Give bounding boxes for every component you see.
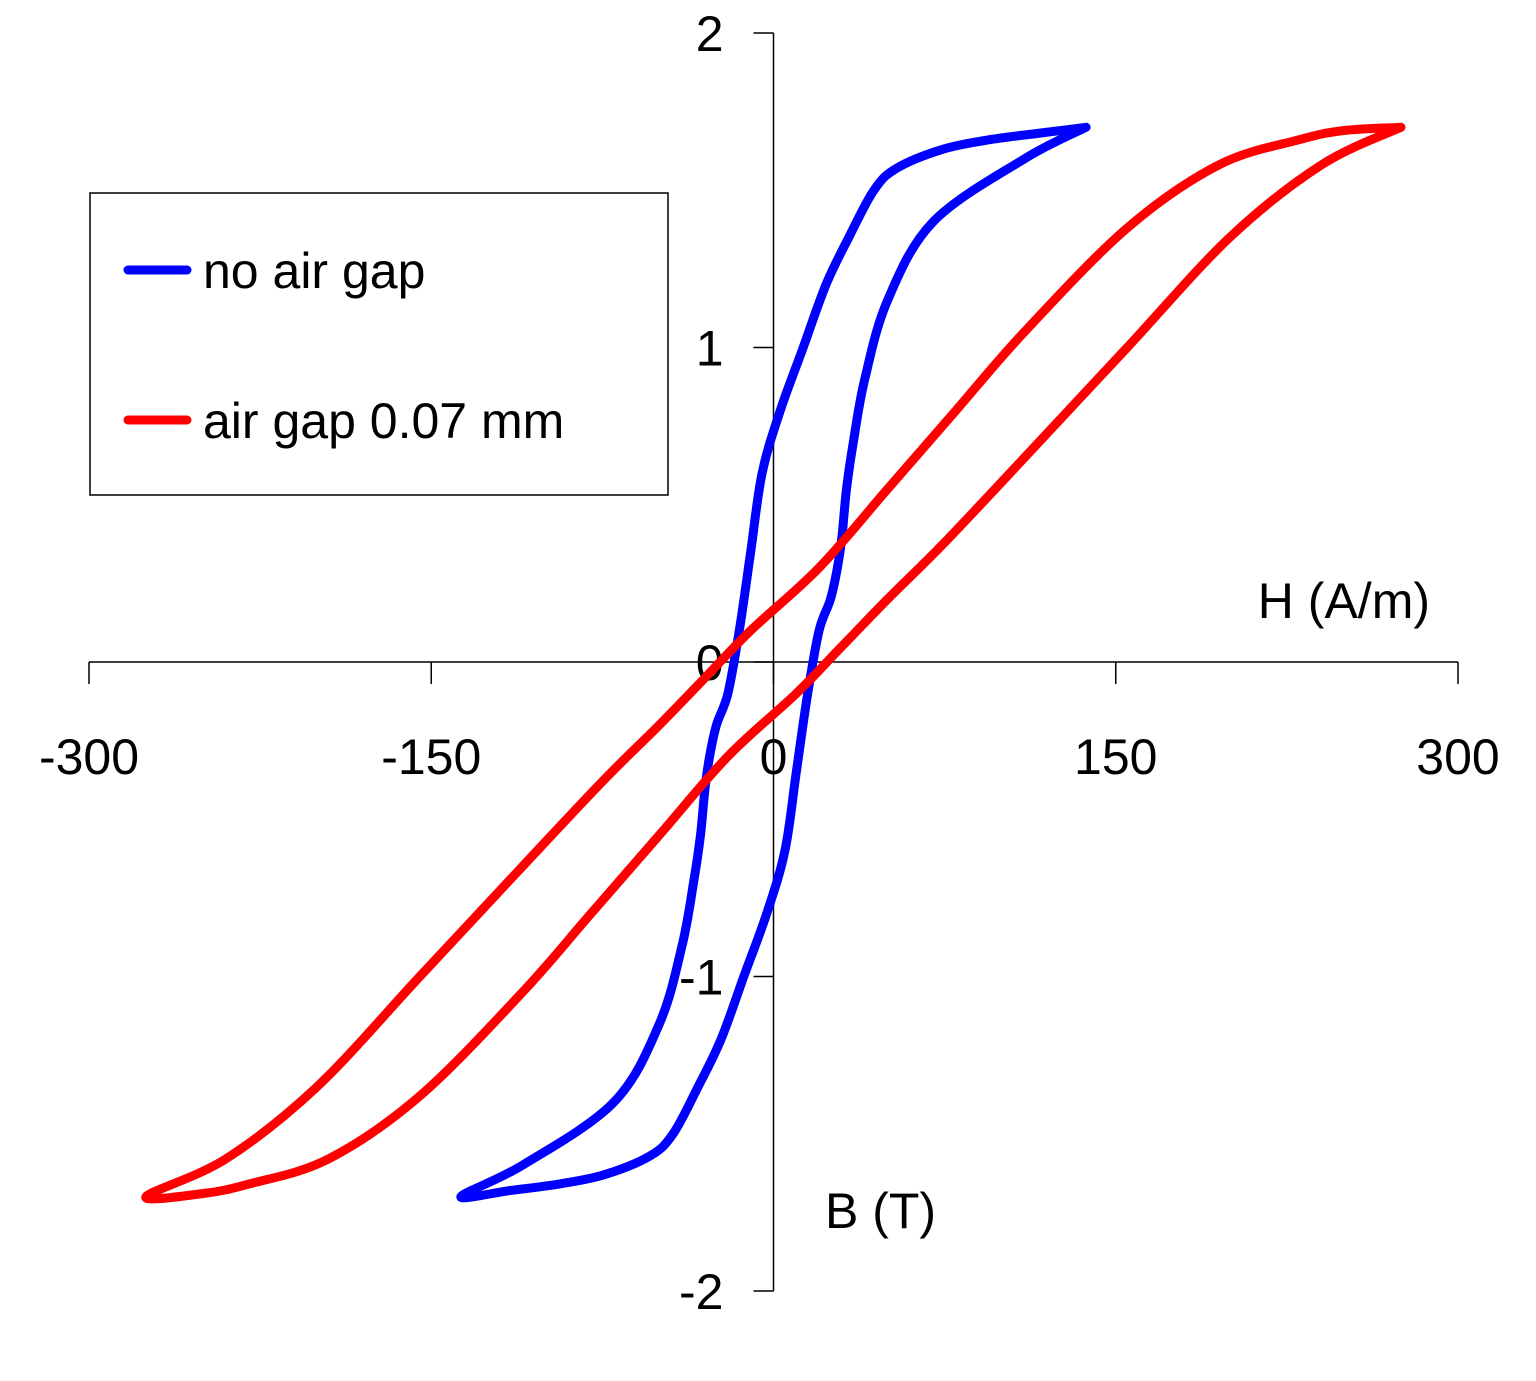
x-tick-label: 150 — [1074, 729, 1157, 785]
y-tick-label: 2 — [696, 6, 724, 62]
x-tick-label: -300 — [39, 729, 139, 785]
y-tick-label: 1 — [696, 321, 724, 377]
x-tick-label: 0 — [760, 729, 788, 785]
series-line-2 — [141, 122, 1406, 1204]
x-tick-label: 300 — [1416, 729, 1499, 785]
y-axis-title: B (T) — [825, 1183, 936, 1239]
legend-box — [89, 192, 669, 496]
y-tick-label: -1 — [679, 950, 723, 1006]
series-layer — [141, 122, 1406, 1204]
y-tick-label: -2 — [679, 1264, 723, 1320]
legend-label-2: air gap 0.07 mm — [203, 393, 564, 449]
legend-label-1: no air gap — [203, 243, 425, 299]
legend: no air gap air gap 0.07 mm — [89, 192, 669, 496]
x-axis-title: H (A/m) — [1258, 573, 1430, 629]
x-tick-label: -150 — [381, 729, 481, 785]
